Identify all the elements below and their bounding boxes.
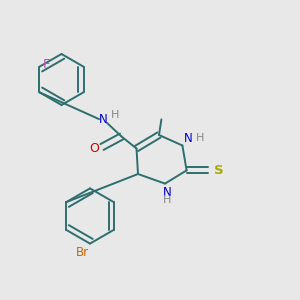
Text: F: F — [42, 58, 50, 71]
Text: H: H — [163, 195, 172, 205]
Text: N: N — [163, 185, 172, 199]
Text: N: N — [99, 112, 108, 126]
Text: H: H — [111, 110, 119, 121]
Text: S: S — [214, 164, 223, 177]
Text: Br: Br — [76, 245, 89, 259]
Text: O: O — [90, 142, 99, 155]
Text: H: H — [196, 133, 204, 143]
Text: N: N — [183, 132, 192, 146]
